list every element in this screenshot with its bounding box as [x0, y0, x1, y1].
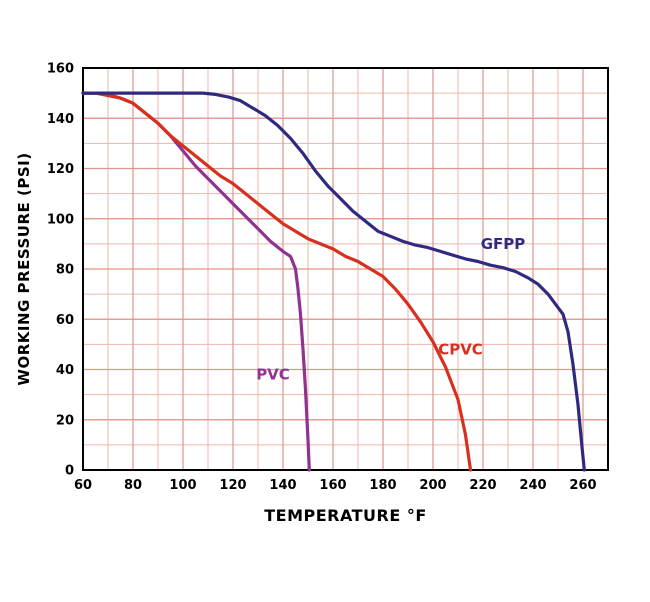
y-tick-label: 120: [47, 162, 74, 177]
x-tick-label: 120: [219, 478, 246, 493]
series-label-cpvc: CPVC: [438, 340, 483, 358]
y-tick-label: 20: [56, 413, 74, 428]
plot-border: [82, 67, 609, 471]
series-line-gfpp: [81, 91, 586, 472]
y-tick-label: 140: [47, 112, 74, 127]
y-tick-label: 40: [56, 363, 74, 378]
x-tick-label: 160: [319, 478, 346, 493]
y-axis-title: WORKING PRESSURE (PSI): [15, 152, 33, 386]
x-tick-label: 140: [269, 478, 296, 493]
series-line-cpvc: [81, 91, 473, 472]
x-tick-label: 200: [419, 478, 446, 493]
x-tick-label: 240: [519, 478, 546, 493]
x-axis-title: TEMPERATURE °F: [264, 506, 427, 525]
x-tick-label: 60: [74, 478, 92, 493]
x-tick-label: 80: [124, 478, 142, 493]
x-tick-label: 180: [369, 478, 396, 493]
x-tick-label: 260: [569, 478, 596, 493]
x-tick-label: 100: [169, 478, 196, 493]
series-label-gfpp: GFPP: [481, 235, 526, 253]
y-tick-label: 0: [65, 464, 74, 479]
y-tick-label: 60: [56, 313, 74, 328]
x-tick-label: 220: [469, 478, 496, 493]
y-tick-label: 100: [47, 212, 74, 227]
y-tick-label: 160: [47, 62, 74, 77]
series-label-pvc: PVC: [256, 366, 290, 384]
y-tick-label: 80: [56, 263, 74, 278]
